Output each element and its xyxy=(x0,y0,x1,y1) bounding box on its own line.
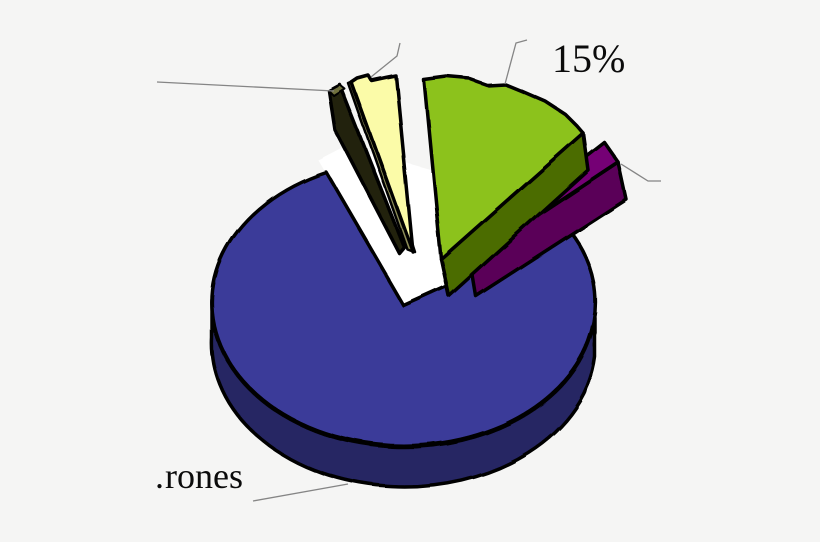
leader-line-blue-slice xyxy=(252,483,349,502)
green-slice-percentage-label: 15% xyxy=(552,36,626,81)
leader-line-green-slice xyxy=(504,39,528,85)
pie-slice-cream-top xyxy=(350,74,415,254)
pie-slice-blue-top xyxy=(210,170,598,448)
leader-line-dark-slice xyxy=(156,81,335,92)
pie-slice-green-top xyxy=(422,75,585,261)
leader-line-cream-slice xyxy=(370,42,401,78)
blue-slice-label-partial: rones xyxy=(165,456,243,496)
blue-slice-label-cropped-fragment: . xyxy=(155,456,164,496)
pie-slice-dark-top xyxy=(328,84,346,97)
leader-line-purple-slice xyxy=(620,163,661,182)
